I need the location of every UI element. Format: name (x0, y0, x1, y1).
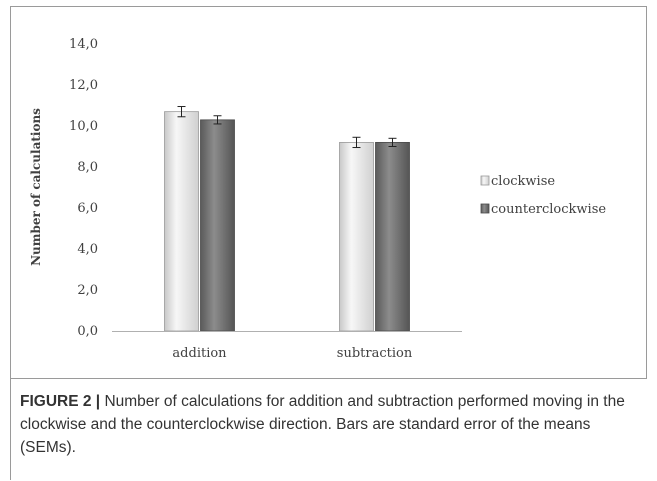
bar-clockwise-subtraction (340, 142, 374, 331)
y-tick-label: 12,0 (69, 78, 98, 93)
bar-chart: 0,0 2,0 4,0 6,0 8,0 10,0 12,0 14,0 addition subt… (0, 0, 657, 380)
legend-swatch-clockwise (481, 176, 489, 185)
bar-counterclockwise-addition (201, 120, 235, 331)
y-tick-label: 2,0 (77, 283, 98, 298)
y-axis-label: Number of calculations (29, 108, 43, 266)
x-axis: addition subtraction (112, 332, 462, 362)
figure-caption-text: Number of calculations for addition and … (20, 393, 625, 456)
bars-group (165, 107, 410, 331)
bar-counterclockwise-subtraction (376, 142, 410, 331)
x-tick-label: addition (172, 346, 227, 361)
y-tick-label: 14,0 (69, 37, 98, 52)
y-tick-label: 0,0 (77, 324, 98, 339)
x-tick-label: subtraction (337, 346, 413, 361)
y-axis-ticks: 0,0 2,0 4,0 6,0 8,0 10,0 12,0 14,0 (69, 37, 98, 339)
figure-caption-label: FIGURE 2 | (20, 393, 100, 410)
y-tick-label: 8,0 (77, 160, 98, 175)
legend-swatch-counterclockwise (481, 204, 489, 213)
legend-label-clockwise: clockwise (491, 174, 555, 189)
figure-caption: FIGURE 2 | Number of calculations for ad… (20, 390, 640, 459)
y-tick-label: 6,0 (77, 201, 98, 216)
y-tick-label: 10,0 (69, 119, 98, 134)
y-tick-label: 4,0 (77, 242, 98, 257)
bar-clockwise-addition (165, 112, 199, 331)
legend-label-counterclockwise: counterclockwise (491, 202, 606, 217)
legend: clockwise counterclockwise (481, 174, 606, 217)
